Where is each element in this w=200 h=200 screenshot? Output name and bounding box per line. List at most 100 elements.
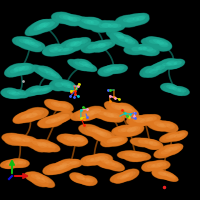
Ellipse shape	[107, 102, 130, 114]
Ellipse shape	[92, 43, 102, 48]
Ellipse shape	[52, 162, 73, 172]
Ellipse shape	[36, 85, 54, 94]
Ellipse shape	[104, 101, 124, 114]
Ellipse shape	[20, 39, 42, 52]
Ellipse shape	[142, 139, 163, 149]
Ellipse shape	[103, 110, 125, 122]
Ellipse shape	[91, 41, 109, 52]
Ellipse shape	[42, 46, 66, 57]
Ellipse shape	[161, 144, 181, 156]
Ellipse shape	[97, 131, 107, 137]
Ellipse shape	[96, 110, 118, 121]
Ellipse shape	[11, 63, 33, 75]
Ellipse shape	[35, 18, 60, 33]
Ellipse shape	[49, 166, 60, 171]
Ellipse shape	[59, 39, 80, 52]
Ellipse shape	[51, 46, 73, 55]
Ellipse shape	[69, 172, 88, 184]
Ellipse shape	[43, 21, 55, 28]
Ellipse shape	[141, 162, 158, 172]
Ellipse shape	[90, 127, 111, 142]
Ellipse shape	[55, 158, 75, 169]
Ellipse shape	[35, 174, 45, 180]
Ellipse shape	[73, 37, 91, 47]
Ellipse shape	[58, 38, 81, 52]
Ellipse shape	[83, 157, 103, 165]
Ellipse shape	[44, 68, 54, 74]
Ellipse shape	[53, 79, 75, 90]
Ellipse shape	[62, 83, 78, 92]
Ellipse shape	[153, 39, 164, 44]
Ellipse shape	[4, 135, 25, 146]
Ellipse shape	[91, 40, 110, 52]
Ellipse shape	[103, 112, 114, 118]
Ellipse shape	[104, 101, 125, 115]
Ellipse shape	[56, 101, 74, 113]
Ellipse shape	[12, 89, 29, 98]
Ellipse shape	[17, 91, 26, 95]
Ellipse shape	[76, 137, 85, 142]
Ellipse shape	[44, 70, 63, 82]
Ellipse shape	[18, 161, 27, 165]
Ellipse shape	[155, 61, 176, 69]
Ellipse shape	[28, 172, 48, 184]
Ellipse shape	[57, 134, 77, 144]
Ellipse shape	[154, 147, 174, 158]
Ellipse shape	[157, 162, 167, 167]
Ellipse shape	[7, 158, 27, 168]
Ellipse shape	[88, 127, 108, 140]
Ellipse shape	[141, 37, 164, 47]
Ellipse shape	[152, 170, 172, 179]
Ellipse shape	[23, 39, 46, 50]
Ellipse shape	[147, 63, 163, 75]
Ellipse shape	[130, 13, 149, 24]
Ellipse shape	[162, 144, 181, 155]
Ellipse shape	[37, 115, 63, 128]
Ellipse shape	[141, 47, 159, 56]
Ellipse shape	[77, 112, 87, 117]
Ellipse shape	[8, 135, 29, 146]
Ellipse shape	[130, 137, 153, 148]
Ellipse shape	[76, 176, 85, 180]
Ellipse shape	[51, 12, 74, 24]
Ellipse shape	[158, 145, 176, 156]
Ellipse shape	[101, 21, 122, 32]
Ellipse shape	[162, 63, 172, 66]
Ellipse shape	[13, 110, 36, 123]
Ellipse shape	[71, 110, 91, 121]
Ellipse shape	[104, 135, 126, 147]
Ellipse shape	[71, 174, 88, 183]
Ellipse shape	[146, 36, 168, 48]
Ellipse shape	[166, 85, 185, 96]
Ellipse shape	[151, 169, 170, 179]
Ellipse shape	[2, 89, 23, 99]
Ellipse shape	[118, 34, 136, 48]
Ellipse shape	[83, 155, 106, 165]
Ellipse shape	[105, 135, 126, 146]
Ellipse shape	[132, 153, 142, 158]
Ellipse shape	[85, 41, 106, 52]
Ellipse shape	[156, 61, 175, 69]
Ellipse shape	[63, 15, 73, 20]
Ellipse shape	[81, 42, 101, 53]
Ellipse shape	[32, 19, 54, 32]
Ellipse shape	[169, 86, 177, 90]
Ellipse shape	[167, 131, 186, 142]
Ellipse shape	[7, 64, 26, 77]
Ellipse shape	[51, 73, 60, 78]
Ellipse shape	[63, 135, 85, 144]
Ellipse shape	[15, 63, 35, 75]
Ellipse shape	[90, 153, 113, 165]
Ellipse shape	[42, 163, 64, 175]
Ellipse shape	[79, 175, 98, 186]
Ellipse shape	[95, 156, 112, 168]
Ellipse shape	[168, 132, 186, 141]
Ellipse shape	[56, 81, 74, 92]
Ellipse shape	[24, 86, 42, 96]
Ellipse shape	[162, 84, 180, 93]
Ellipse shape	[0, 160, 18, 168]
Ellipse shape	[18, 109, 41, 123]
Ellipse shape	[30, 88, 39, 93]
Ellipse shape	[122, 173, 130, 178]
Ellipse shape	[31, 42, 42, 47]
